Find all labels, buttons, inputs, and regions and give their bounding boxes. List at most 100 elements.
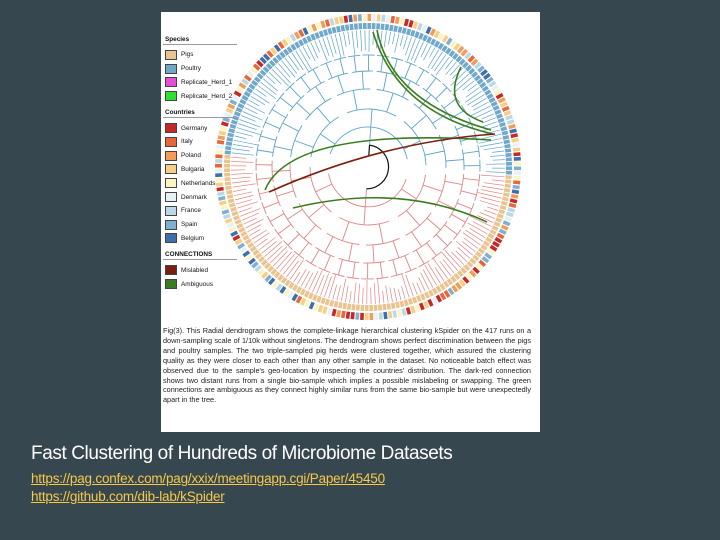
leaf-branch <box>231 172 254 175</box>
internal-branch <box>271 109 286 118</box>
species-ring-segment <box>226 137 234 142</box>
country-ring-segment <box>469 269 477 278</box>
internal-branch <box>257 149 274 153</box>
country-ring-segment <box>451 284 459 293</box>
internal-branch <box>432 112 448 124</box>
leaf-branch <box>232 148 250 152</box>
legend-label: Belgium <box>181 234 205 242</box>
country-ring-segment <box>392 310 398 318</box>
country-ring-segment <box>229 99 238 106</box>
internal-branch <box>277 224 292 235</box>
leaf-branch <box>480 142 503 147</box>
species-ring-segment <box>241 94 249 102</box>
internal-branch <box>325 62 333 79</box>
internal-branch <box>411 231 422 247</box>
country-ring-segment <box>228 226 237 233</box>
leaf-branch <box>298 48 312 70</box>
species-ring-segment <box>338 301 343 309</box>
country-ring-segment <box>504 216 513 222</box>
leaf-branch <box>255 88 267 97</box>
country-ring-segment <box>285 36 293 45</box>
internal-branch <box>415 249 425 265</box>
internal-branch <box>425 77 437 91</box>
legend-countries: Countries Germany Italy Poland Bulgaria Neth… <box>163 109 237 245</box>
leaf-branch <box>469 105 491 117</box>
leaf-branch <box>463 237 479 249</box>
leaf-branch <box>435 56 450 76</box>
leaf-branch <box>362 287 364 304</box>
country-ring-segment <box>474 61 482 70</box>
country-ring-segment <box>336 309 342 318</box>
species-ring-segment <box>503 188 511 193</box>
species-ring-segment <box>494 109 502 115</box>
internal-arc <box>363 261 385 264</box>
species-ring-segment <box>229 123 237 130</box>
leaf-branch <box>439 260 452 277</box>
legend-item: France <box>163 204 237 218</box>
internal-branch <box>348 243 353 262</box>
species-ring-segment <box>487 232 495 240</box>
country-ring-segment <box>322 306 328 315</box>
leaf-branch <box>403 35 408 50</box>
country-ring-segment <box>396 309 402 317</box>
leaf-branch <box>453 77 472 93</box>
internal-arc <box>474 188 479 201</box>
species-ring-segment <box>234 219 242 225</box>
country-ring-segment <box>353 14 358 22</box>
species-ring-segment <box>239 98 247 105</box>
legend-item: Replicate_Herd_2 <box>163 89 237 103</box>
species-ring-segment <box>306 35 312 43</box>
species-ring-segment <box>497 117 505 124</box>
leaf-branch <box>442 258 455 274</box>
paper-link[interactable]: https://pag.confex.com/pag/xxix/meetinga… <box>31 471 385 486</box>
country-ring-segment <box>498 228 507 235</box>
country-ring-segment <box>226 222 235 229</box>
species-ring-segment <box>453 272 461 280</box>
internal-arc <box>268 104 276 115</box>
species-ring-segment <box>331 26 337 34</box>
leaf-branch <box>245 218 264 229</box>
species-ring-segment <box>431 287 438 295</box>
species-ring-segment <box>253 76 261 83</box>
species-ring-segment <box>351 304 356 311</box>
country-ring-segment <box>512 142 520 148</box>
species-ring-segment <box>433 40 441 48</box>
country-ring-segment <box>231 94 240 102</box>
species-ring-segment <box>386 303 392 310</box>
country-ring-segment <box>243 74 252 82</box>
legend-connections-title: CONNECTIONS <box>163 251 237 261</box>
leaf-branch <box>416 282 422 294</box>
leaf-branch <box>465 87 480 98</box>
internal-branch <box>282 122 299 132</box>
leaf-branch <box>413 41 424 64</box>
species-ring-segment <box>259 69 267 77</box>
country-ring-segment <box>266 50 274 58</box>
leaf-branch <box>473 101 489 111</box>
country-ring-segment <box>220 121 229 127</box>
leaf-branch <box>397 289 402 301</box>
leaf-branch <box>467 222 488 235</box>
github-link[interactable]: https://github.com/dib-lab/kSpider <box>31 489 225 504</box>
species-ring-segment <box>327 27 333 35</box>
country-ring-segment <box>439 292 447 301</box>
species-ring-segment <box>504 148 512 153</box>
species-ring-segment <box>225 145 232 151</box>
country-ring-segment <box>221 209 230 215</box>
leaf-branch <box>383 31 387 48</box>
connection-arc <box>372 31 494 135</box>
country-ring-segment <box>510 133 518 139</box>
leaf-branch <box>235 131 253 137</box>
legend-label: Replicate_Herd_1 <box>181 78 233 86</box>
internal-arc <box>256 144 259 157</box>
species-ring-segment <box>225 141 233 146</box>
country-ring-segment <box>483 72 491 80</box>
country-ring-segment <box>242 250 251 258</box>
country-ring-segment <box>508 202 517 209</box>
leaf-branch <box>312 269 323 293</box>
legend-label: Mislabled <box>181 266 208 274</box>
species-ring-segment <box>484 89 492 96</box>
internal-branch <box>287 209 303 220</box>
internal-arc <box>400 76 420 87</box>
species-ring-segment <box>224 150 231 155</box>
country-ring-segment <box>317 304 324 313</box>
